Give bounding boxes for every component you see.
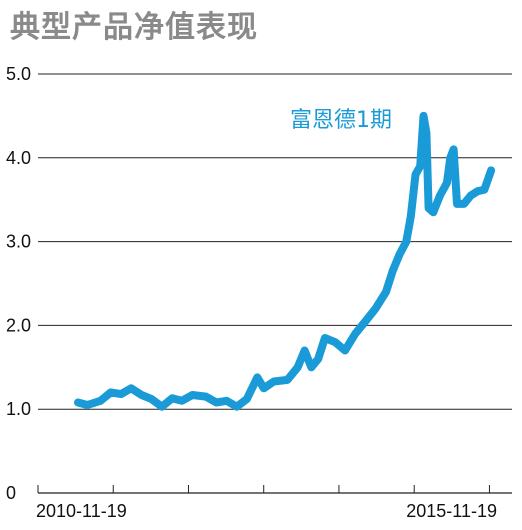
data-point xyxy=(138,391,146,399)
data-point xyxy=(450,145,458,153)
data-point xyxy=(362,317,369,325)
y-tick-label: 2.0 xyxy=(6,315,31,335)
x-tick-label: 2015-11-19 xyxy=(406,501,497,521)
data-point xyxy=(351,330,359,338)
x-tick-label: 2010-11-19 xyxy=(36,501,127,521)
data-point xyxy=(487,166,495,174)
data-point xyxy=(223,397,231,405)
data-point xyxy=(97,397,104,405)
data-point xyxy=(321,334,329,342)
data-point xyxy=(402,238,410,246)
data-point xyxy=(446,154,454,162)
data-point xyxy=(301,347,309,354)
y-tick-label: 3.0 xyxy=(6,232,31,252)
data-point xyxy=(422,129,430,137)
y-tick-label: 5.0 xyxy=(6,64,31,84)
data-point xyxy=(283,376,291,384)
data-point xyxy=(341,347,349,354)
data-point xyxy=(188,391,196,399)
data-point xyxy=(270,378,278,385)
data-point xyxy=(148,395,156,403)
data-point xyxy=(396,250,404,258)
data-point xyxy=(117,390,125,398)
y-tick-label: 1.0 xyxy=(6,399,31,419)
data-point xyxy=(443,179,451,187)
data-point xyxy=(467,192,475,199)
data-point xyxy=(253,373,261,381)
data-point xyxy=(372,305,379,313)
data-point xyxy=(74,399,82,406)
data-point xyxy=(389,267,397,275)
data-point xyxy=(243,395,251,403)
chart-title: 典型产品净值表现 xyxy=(10,10,258,45)
data-point xyxy=(436,192,444,199)
data-point xyxy=(407,213,415,220)
y-tick-label: 0 xyxy=(6,483,16,503)
data-point xyxy=(453,200,461,208)
data-point xyxy=(168,394,176,402)
data-point xyxy=(127,384,135,392)
data-point xyxy=(83,401,91,409)
grid-layer xyxy=(38,73,512,410)
data-point xyxy=(420,112,427,120)
data-point xyxy=(260,384,268,392)
data-point xyxy=(178,397,186,405)
data-point xyxy=(429,208,437,216)
data-point xyxy=(307,363,315,371)
data-point xyxy=(460,200,468,208)
series-line xyxy=(74,111,496,411)
data-point xyxy=(382,288,390,296)
data-point xyxy=(107,388,115,396)
data-point xyxy=(474,187,481,195)
y-tick-label: 4.0 xyxy=(6,148,31,168)
data-point xyxy=(233,403,241,411)
data-point xyxy=(480,186,488,194)
data-point xyxy=(202,393,210,401)
data-point xyxy=(212,399,220,406)
data-point xyxy=(331,338,339,346)
data-point xyxy=(425,204,433,212)
data-point xyxy=(294,363,302,371)
data-point xyxy=(158,403,166,411)
data-point xyxy=(314,355,322,363)
series-layer: 富恩德1期 xyxy=(74,108,496,411)
series-label: 富恩德1期 xyxy=(290,108,392,133)
axis-layer xyxy=(37,485,512,494)
y-tick-labels: 0 1.0 2.0 3.0 4.0 5.0 xyxy=(6,64,31,503)
data-point xyxy=(412,171,419,179)
x-tick-labels: 2010-11-19 2015-11-19 xyxy=(36,501,497,521)
data-point xyxy=(416,162,424,170)
